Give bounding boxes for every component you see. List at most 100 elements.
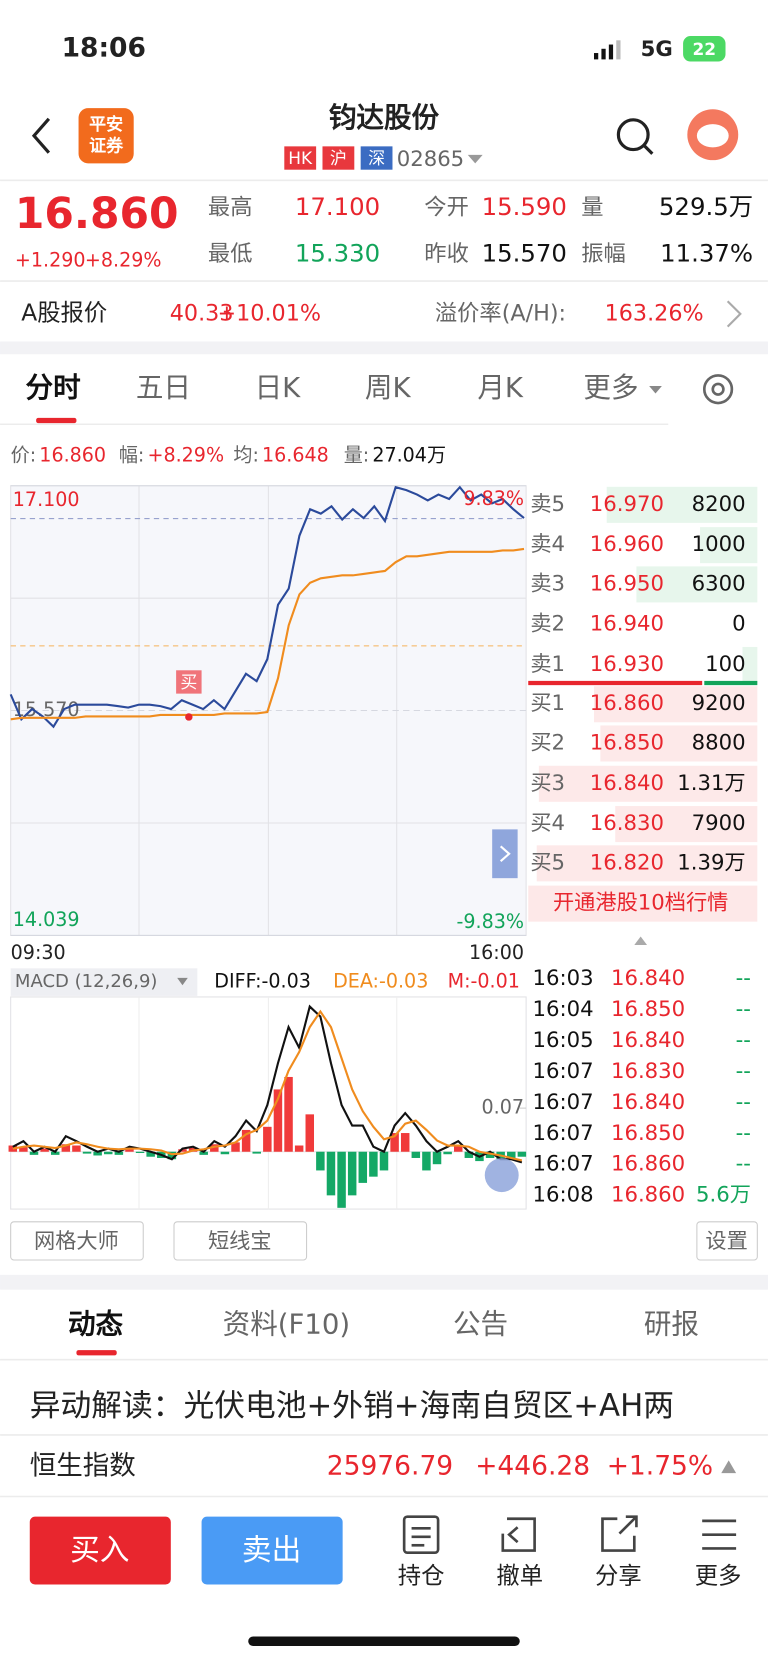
trade-price: 16.840 [611,1090,685,1115]
content-tab[interactable]: 资料(F10) [223,1308,351,1341]
trade-time: 16:03 [532,966,593,991]
x-tick-label: 16:00 [469,941,524,964]
macd-bar [82,1151,92,1154]
action-label[interactable]: 更多 [695,1562,742,1590]
action-label[interactable]: 分享 [595,1562,642,1590]
trade-volume: -- [736,997,751,1022]
trade-time: 16:08 [532,1183,593,1208]
macd-bar [104,1151,113,1155]
book-level: 卖5 [530,492,565,517]
tool-button[interactable] [173,1221,308,1261]
macd-bar [72,1145,81,1152]
stat-label: 最高 [208,194,253,220]
book-price: 16.840 [590,771,664,796]
macd-bar [263,1126,272,1152]
dropdown-icon[interactable] [649,386,662,394]
a-share-change: +10.01% [217,300,321,326]
trade-price: 16.860 [611,1183,685,1208]
macd-bar [61,1144,71,1152]
book-price: 16.860 [590,691,664,716]
stat-value: 15.330 [295,239,380,268]
dropdown-icon[interactable] [467,154,483,164]
buy-marker [176,670,202,694]
tool-label: 设置 [705,1229,747,1254]
period-tab[interactable]: 更多 [583,371,638,404]
action-label[interactable]: 持仓 [398,1562,445,1590]
indicator-selector[interactable] [10,968,198,996]
scroll-icon[interactable] [634,936,648,945]
back-button[interactable] [31,117,51,154]
market-tag-text: HK [288,148,313,168]
macd-bar [400,1133,410,1152]
stat-value: 15.590 [482,192,567,221]
content-tab[interactable]: 研报 [644,1308,699,1341]
period-tab[interactable]: 五日 [136,371,191,404]
chevron[interactable] [726,300,742,328]
news-headline[interactable]: 异动解读：光伏电池+外销+海南自贸区+AH两 [30,1388,674,1424]
settings-button[interactable] [702,374,734,405]
stock-code: 02865 [397,147,464,172]
macd-m: M:-0.01 [448,970,520,993]
macd-bar [125,1149,134,1152]
fullscreen-button[interactable] [484,1158,519,1193]
stat-value: 529.5万 [659,192,753,221]
macd-bar [379,1151,389,1171]
info-value: 16.860 [39,444,106,467]
index-name: 恒生指数 [30,1450,136,1481]
book-level: 买4 [530,811,565,836]
search-button[interactable] [616,118,654,155]
book-volume: 7900 [692,811,746,836]
x-tick-label: 09:30 [11,941,66,964]
action-label[interactable]: 撤单 [496,1562,543,1590]
trade-volume: -- [736,1152,751,1177]
macd-bar [485,1151,495,1158]
chart-frame-grid [10,485,527,936]
depth-bar [606,486,758,523]
expand-icon[interactable] [721,1460,737,1474]
tool-button[interactable] [696,1221,758,1261]
info-label: 均: [233,444,259,467]
content-tab[interactable]: 公告 [453,1308,508,1341]
book-volume: 100 [705,652,745,677]
buy-point [185,713,193,721]
period-tab[interactable]: 月K [477,371,524,404]
pct-label: 9.83% [463,487,524,510]
period-tab[interactable]: 周K [365,371,412,404]
sell-button[interactable] [201,1516,343,1585]
upgrade-banner[interactable] [528,885,758,922]
book-price: 16.830 [590,811,664,836]
macd-bar [284,1076,293,1152]
buy-button[interactable] [29,1516,171,1585]
trade-price: 16.850 [611,1121,685,1146]
depth-bar [636,566,758,603]
content-tab[interactable]: 动态 [68,1308,124,1341]
macd-bar [453,1145,463,1152]
period-tab[interactable]: 日K [255,371,302,404]
book-price: 16.940 [590,612,664,637]
macd-bar [220,1151,230,1155]
macd-bar [294,1145,304,1152]
period-tab[interactable]: 分时 [26,371,81,404]
expand-button[interactable] [492,829,518,879]
book-volume: 1.31万 [677,771,745,796]
trade-price: 16.840 [611,966,685,991]
info-label: 价: [11,444,37,467]
book-volume: 8800 [692,730,746,755]
book-level: 卖4 [530,532,565,557]
trade-price: 16.830 [611,1059,685,1084]
trade-volume: -- [736,1121,751,1146]
info-label: 量: [344,444,370,467]
logo[interactable] [78,108,134,164]
y-tick-label: 15.570 [13,698,80,721]
tool-label: 网格大师 [34,1229,119,1254]
macd-bar [432,1151,442,1165]
book-price: 16.950 [590,571,664,596]
expand-icon [499,845,511,862]
tool-button[interactable] [10,1221,144,1261]
action-icons [402,1515,737,1555]
macd-bar [50,1151,60,1155]
index-value: 25976.79 [327,1450,453,1481]
network: 5G [641,37,673,62]
trade-price: 16.840 [611,1028,685,1053]
market-tag-text: 深 [368,148,385,168]
